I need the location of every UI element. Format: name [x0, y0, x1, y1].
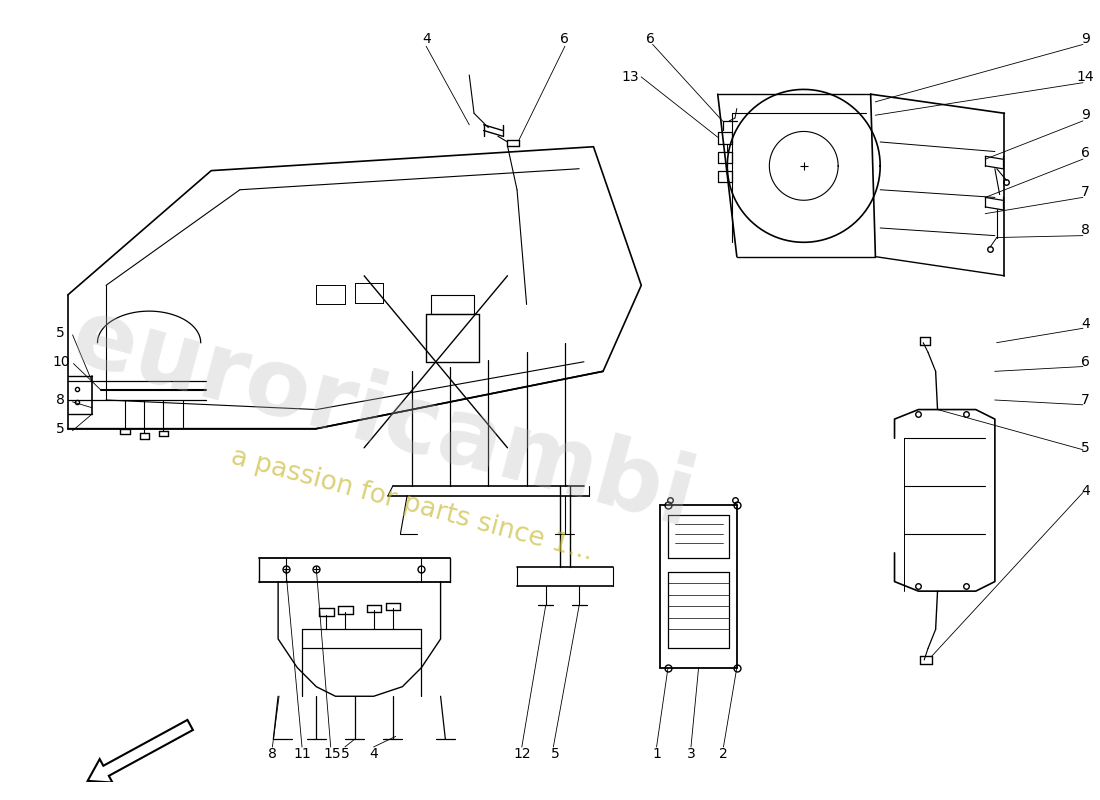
Text: 9: 9: [1081, 108, 1090, 122]
Text: 1: 1: [652, 746, 661, 761]
Text: a passion for parts since 1...: a passion for parts since 1...: [228, 444, 596, 566]
Text: 8: 8: [56, 393, 65, 407]
Text: 6: 6: [560, 32, 570, 46]
Text: 6: 6: [1081, 146, 1090, 161]
Text: 14: 14: [1077, 70, 1094, 84]
Text: 3: 3: [686, 746, 695, 761]
Text: 12: 12: [513, 746, 530, 761]
Text: 4: 4: [1081, 317, 1090, 330]
Text: 11: 11: [293, 746, 311, 761]
Text: euroricambi: euroricambi: [63, 292, 704, 546]
Text: 5: 5: [56, 326, 65, 340]
Text: 7: 7: [1081, 185, 1090, 198]
Text: 8: 8: [268, 746, 277, 761]
Text: 5: 5: [551, 746, 560, 761]
Text: 5: 5: [341, 746, 350, 761]
Text: 6: 6: [1081, 354, 1090, 369]
Text: 13: 13: [621, 70, 639, 84]
Text: 5: 5: [56, 422, 65, 436]
FancyArrow shape: [88, 720, 192, 782]
Text: 4: 4: [422, 32, 430, 46]
Text: 5: 5: [1081, 441, 1090, 454]
Text: 7: 7: [1081, 393, 1090, 407]
Text: 4: 4: [1081, 484, 1090, 498]
Text: 15: 15: [323, 746, 341, 761]
Text: 6: 6: [647, 32, 656, 46]
Text: 2: 2: [719, 746, 728, 761]
Text: 4: 4: [370, 746, 378, 761]
Text: 10: 10: [53, 354, 70, 369]
Text: 8: 8: [1081, 223, 1090, 237]
Text: 9: 9: [1081, 32, 1090, 46]
